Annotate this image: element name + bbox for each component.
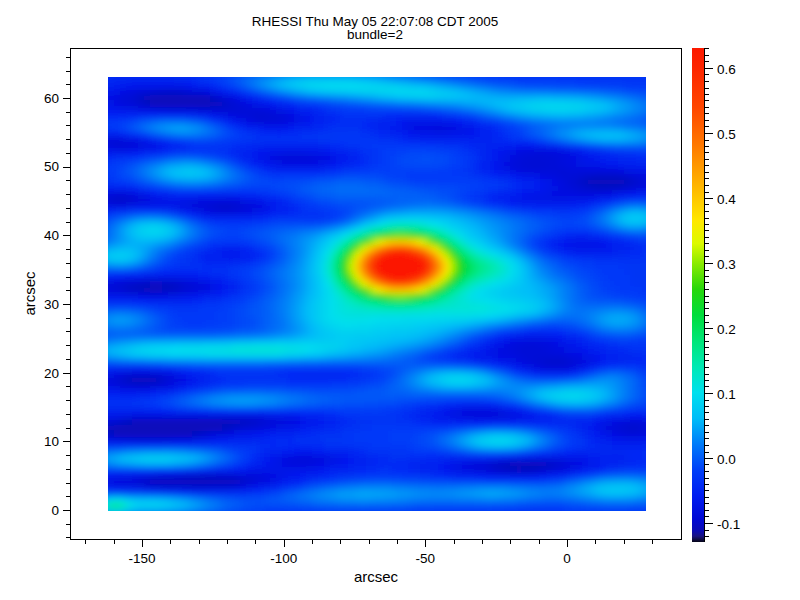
- svg-text:0.5: 0.5: [717, 127, 736, 142]
- svg-text:40: 40: [44, 228, 59, 243]
- svg-text:30: 30: [44, 297, 59, 312]
- svg-text:0.6: 0.6: [717, 62, 736, 77]
- svg-text:60: 60: [44, 91, 59, 106]
- svg-text:-50: -50: [416, 551, 436, 566]
- svg-text:0: 0: [51, 503, 59, 518]
- svg-text:0: 0: [563, 551, 571, 566]
- svg-text:-0.1: -0.1: [717, 517, 740, 532]
- svg-text:0.3: 0.3: [717, 257, 736, 272]
- svg-text:arcsec: arcsec: [21, 271, 38, 316]
- svg-text:arcsec: arcsec: [354, 568, 399, 585]
- svg-text:0.1: 0.1: [717, 387, 736, 402]
- svg-text:50: 50: [44, 159, 59, 174]
- svg-text:0.2: 0.2: [717, 322, 736, 337]
- svg-text:10: 10: [44, 434, 59, 449]
- svg-text:0.0: 0.0: [717, 452, 736, 467]
- svg-text:-150: -150: [128, 551, 155, 566]
- svg-text:20: 20: [44, 366, 59, 381]
- svg-text:bundle=2: bundle=2: [347, 27, 403, 42]
- svg-text:-100: -100: [270, 551, 297, 566]
- svg-text:0.4: 0.4: [717, 192, 736, 207]
